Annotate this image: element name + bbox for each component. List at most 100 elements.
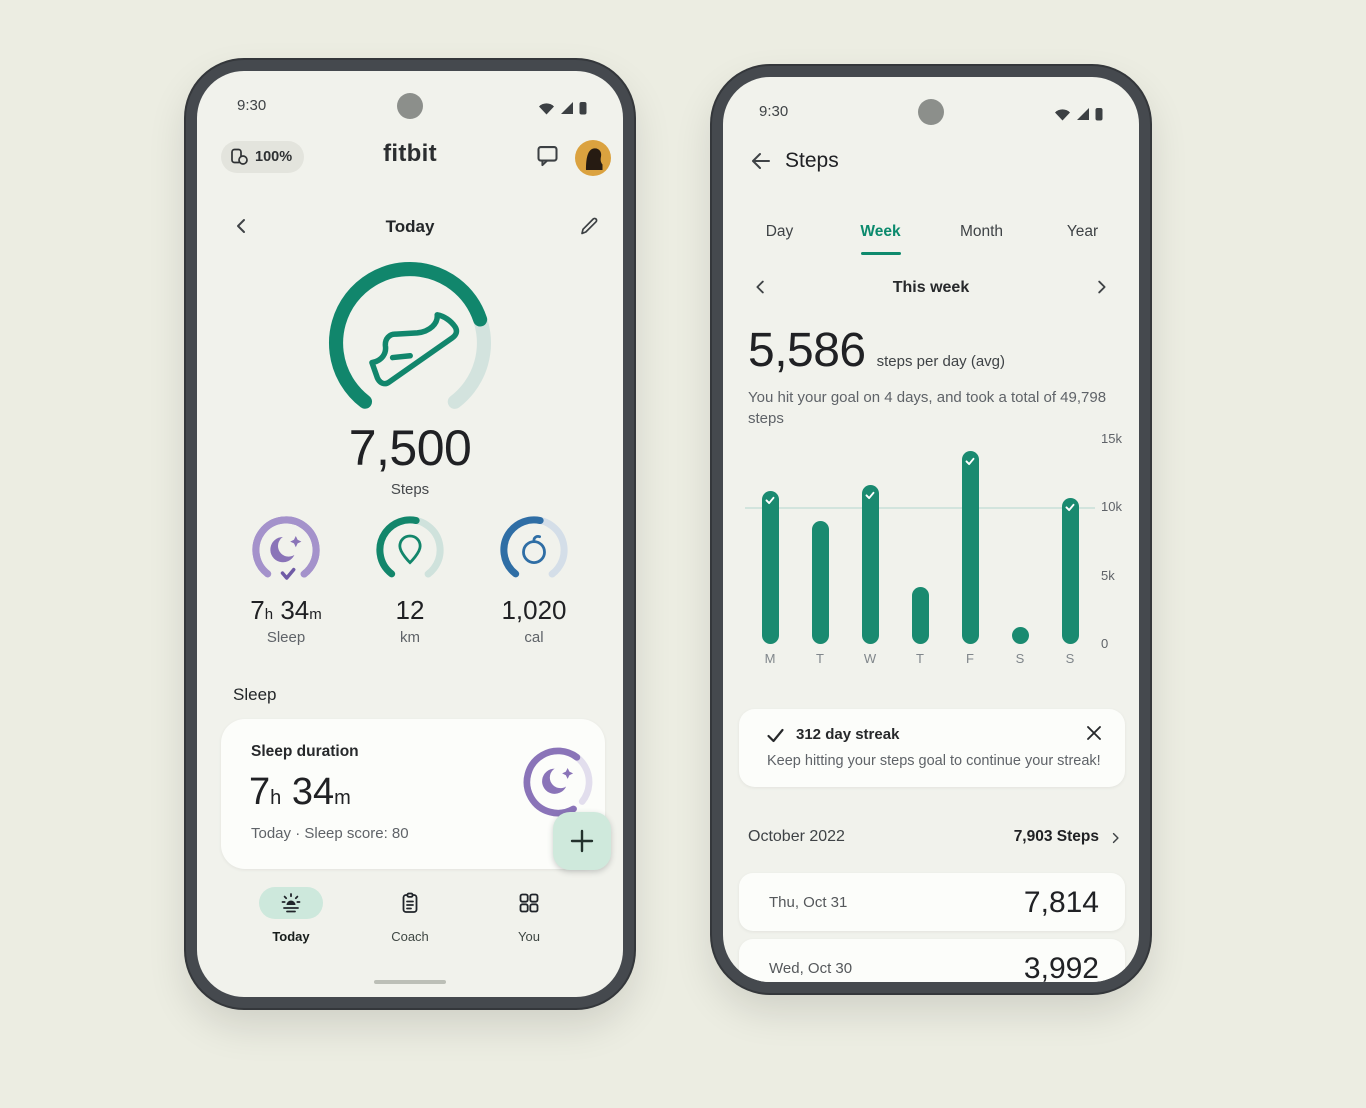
distance-tile[interactable]: 12 km xyxy=(351,515,469,646)
streak-card: 312 day streak Keep hitting your steps g… xyxy=(739,709,1125,787)
steps-value: 7,500 xyxy=(348,420,472,476)
goal-summary-text: You hit your goal on 4 days, and took a … xyxy=(748,389,1107,428)
nav-item-coach[interactable]: Coach xyxy=(360,887,460,997)
back-button[interactable] xyxy=(749,149,773,178)
status-bar: 9:30 xyxy=(723,77,1139,133)
steps-detail-screen: 9:30 Steps Day Week Month Year xyxy=(723,77,1139,982)
distance-value: 12 xyxy=(395,595,425,625)
day-steps-row[interactable]: Wed, Oct 30 3,992 xyxy=(739,939,1125,982)
tab-week[interactable]: Week xyxy=(830,215,931,255)
previous-day-button[interactable] xyxy=(231,215,253,242)
goal-check-icon xyxy=(765,497,775,505)
add-button[interactable] xyxy=(553,812,611,870)
sleep-duration-card[interactable]: Sleep duration 7h 34m Today · Sleep scor… xyxy=(221,719,605,869)
day-label: Wed, Oct 30 xyxy=(769,960,853,977)
chart-bar-6-S[interactable] xyxy=(1061,497,1079,644)
chevron-right-icon xyxy=(1098,280,1106,294)
status-time: 9:30 xyxy=(237,97,267,114)
home-indicator[interactable] xyxy=(374,980,446,984)
distance-mini-ring xyxy=(376,516,444,584)
x-axis-label: W xyxy=(863,651,877,666)
calories-mini-ring xyxy=(500,516,568,584)
status-bar: 9:30 xyxy=(197,71,623,127)
avatar-image xyxy=(575,140,611,176)
day-steps-value: 7,814 xyxy=(1023,886,1099,919)
next-week-button[interactable] xyxy=(1091,277,1111,302)
month-summary-row[interactable]: October 2022 7,903 Steps xyxy=(748,825,1123,853)
chat-bubble-icon xyxy=(537,146,558,167)
nav-label-coach: Coach xyxy=(391,929,429,944)
battery-icon xyxy=(1095,108,1103,121)
battery-badge-label: 100% xyxy=(255,149,293,165)
weekly-average: 5,586 steps per day (avg) xyxy=(748,327,1005,375)
phone-right: 9:30 Steps Day Week Month Year xyxy=(712,66,1150,993)
moon-icon xyxy=(270,536,302,563)
nav-item-today[interactable]: Today xyxy=(241,887,341,997)
x-axis-label: T xyxy=(916,651,924,666)
messages-button[interactable] xyxy=(534,142,561,174)
chart-bar-2-W[interactable] xyxy=(861,485,879,644)
nav-label-you: You xyxy=(518,929,540,944)
sleep-tile[interactable]: 7h 34m Sleep xyxy=(227,515,345,646)
nav-item-you[interactable]: You xyxy=(479,887,579,997)
device-battery-badge[interactable]: 100% xyxy=(221,141,305,173)
chart-bar-0-M[interactable] xyxy=(761,490,779,644)
x-axis-label: S xyxy=(1065,651,1075,666)
month-label: October 2022 xyxy=(748,828,845,845)
tab-year[interactable]: Year xyxy=(1066,223,1099,240)
chevron-right-icon xyxy=(1107,830,1123,851)
chevron-left-icon xyxy=(756,280,764,294)
camera-punch-hole xyxy=(397,93,423,119)
sleep-tile-label: Sleep xyxy=(266,629,306,646)
dismiss-streak-button[interactable] xyxy=(1085,724,1103,747)
sleep-mini-ring xyxy=(252,516,320,584)
x-axis-label: S xyxy=(1015,651,1025,666)
grid-icon xyxy=(519,893,539,913)
chart-bar-1-T[interactable] xyxy=(811,521,829,644)
wifi-icon xyxy=(1055,109,1070,121)
moon-icon xyxy=(542,767,574,794)
shoe-icon xyxy=(369,312,460,387)
steps-label: Steps xyxy=(390,481,430,498)
steps-bar-chart: 15k 10k 5k 0 M T W T F S S xyxy=(745,429,1129,669)
edit-button[interactable] xyxy=(577,214,601,243)
period-tabs: Day Week Month Year xyxy=(729,215,1133,255)
average-steps-caption: steps per day (avg) xyxy=(876,353,1006,370)
map-pin-icon xyxy=(398,534,422,565)
cell-signal-icon xyxy=(1077,108,1089,120)
x-axis-label: M xyxy=(764,651,776,666)
profile-avatar[interactable] xyxy=(575,140,611,181)
status-icons xyxy=(1054,107,1103,121)
day-steps-row[interactable]: Thu, Oct 31 7,814 xyxy=(739,873,1125,931)
y-axis-tick: 10k xyxy=(1101,499,1122,515)
chart-bar-4-F[interactable] xyxy=(961,451,979,644)
calories-tile[interactable]: 1,020 cal xyxy=(475,515,593,646)
app-header: 100% fitbit xyxy=(197,137,623,181)
camera-punch-hole xyxy=(918,99,944,125)
chart-bar-5-S[interactable] xyxy=(1011,627,1029,644)
tab-day[interactable]: Day xyxy=(765,223,794,240)
calories-icon xyxy=(522,535,546,564)
steps-progress-ring[interactable] xyxy=(324,257,496,429)
plus-icon xyxy=(570,829,594,853)
calories-value: 1,020 xyxy=(501,595,567,625)
goal-check-icon xyxy=(280,567,296,580)
goal-check-icon xyxy=(965,457,975,465)
sleep-section-title: Sleep xyxy=(233,685,277,704)
goal-check-icon xyxy=(865,491,875,499)
month-total-steps: 7,903 Steps xyxy=(1013,828,1099,845)
chevron-left-icon xyxy=(237,219,245,233)
period-selector: This week xyxy=(723,273,1139,303)
today-header-row: Today xyxy=(197,211,623,243)
period-label: This week xyxy=(892,279,970,296)
pencil-icon xyxy=(581,217,598,235)
previous-week-button[interactable] xyxy=(751,277,771,302)
y-axis-tick: 5k xyxy=(1101,567,1115,583)
sleep-card-subtitle: Today · Sleep score: 80 xyxy=(251,825,409,842)
x-axis-label: F xyxy=(966,651,974,666)
close-icon xyxy=(1087,726,1101,740)
chart-bar-3-T[interactable] xyxy=(911,586,929,644)
tab-month[interactable]: Month xyxy=(959,223,1004,240)
fitbit-logo: fitbit xyxy=(383,140,437,167)
status-icons xyxy=(538,101,587,115)
